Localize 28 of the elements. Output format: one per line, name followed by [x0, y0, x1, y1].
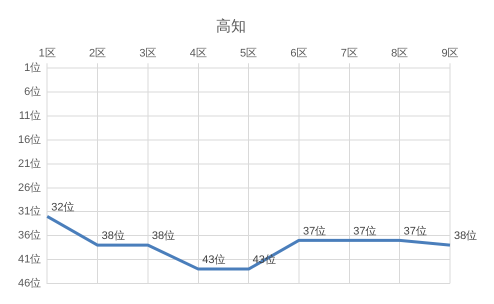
y-tick-label: 41位	[18, 254, 42, 266]
data-label: 37位	[353, 225, 377, 238]
data-label: 43位	[202, 254, 226, 266]
y-tick-label: 16位	[18, 134, 42, 146]
data-label: 37位	[404, 225, 427, 238]
data-label: 38位	[102, 230, 125, 242]
x-tick-label: 6区	[290, 48, 308, 60]
y-tick-label: 21位	[18, 158, 42, 170]
x-tick-label: 7区	[340, 48, 358, 60]
data-label: 32位	[51, 201, 74, 214]
x-tick-label: 2区	[89, 48, 106, 60]
x-tick-label: 4区	[190, 48, 207, 60]
data-label: 38位	[454, 230, 478, 242]
y-tick-label: 46位	[18, 277, 42, 290]
x-tick-label: 9区	[441, 48, 459, 60]
y-tick-label: 26位	[18, 182, 42, 194]
y-tick-label: 1位	[24, 62, 42, 74]
x-tick-label: 8区	[391, 48, 408, 60]
x-tick-label: 5区	[240, 48, 258, 60]
chart-title: 高知	[216, 18, 246, 36]
y-tick-label: 36位	[18, 230, 42, 242]
y-tick-label: 11位	[18, 110, 42, 122]
data-label: 38位	[152, 230, 176, 242]
x-tick-label: 1区	[38, 48, 56, 60]
y-tick-label: 6位	[24, 86, 42, 98]
x-tick-label: 3区	[139, 48, 156, 60]
data-label: 37位	[302, 225, 326, 238]
y-tick-label: 31位	[18, 206, 42, 218]
